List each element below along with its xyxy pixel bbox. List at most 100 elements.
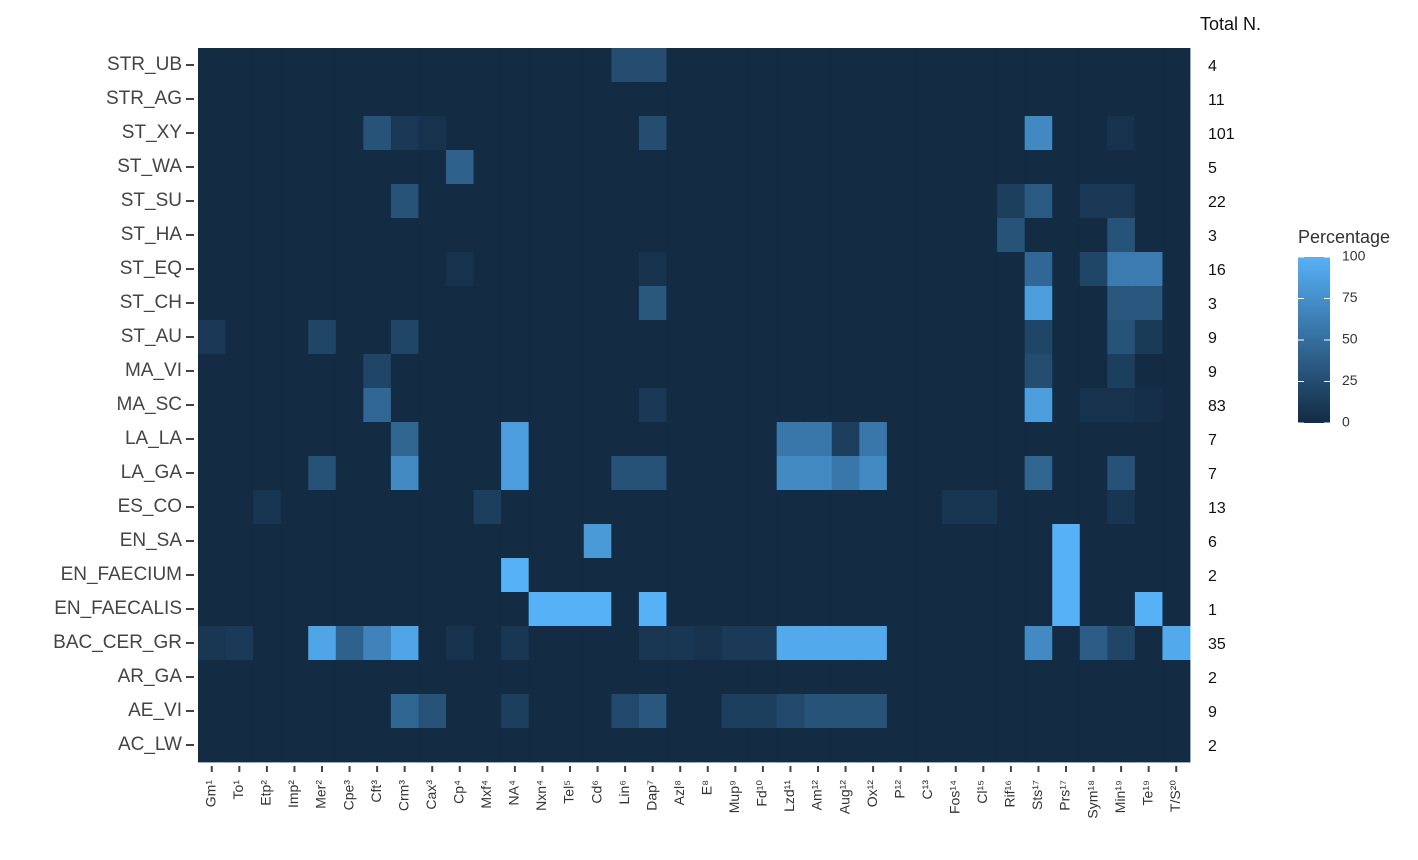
- heat-cell: [638, 626, 667, 661]
- heat-cell: [1107, 286, 1136, 321]
- heat-cell: [1107, 252, 1136, 287]
- total-n: 22: [1208, 194, 1226, 211]
- heat-cell: [446, 490, 474, 525]
- heat-cell: [804, 184, 833, 219]
- heat-cell: [831, 490, 860, 525]
- heat-cell: [501, 456, 530, 491]
- heat-cell: [997, 48, 1026, 83]
- heat-cell: [1162, 694, 1191, 729]
- heat-cell: [473, 218, 502, 253]
- heat-cell: [776, 48, 805, 83]
- heat-cell: [280, 728, 309, 763]
- heat-cell: [859, 422, 888, 457]
- heat-cell: [666, 48, 695, 83]
- heat-cell: [1107, 728, 1136, 763]
- heat-cell: [776, 524, 805, 559]
- heat-cell: [638, 490, 667, 525]
- heat-cell: [528, 422, 557, 457]
- heat-cell: [886, 116, 915, 151]
- heat-cell: [1079, 82, 1108, 117]
- heat-cell: [666, 388, 695, 423]
- heat-cell: [1052, 388, 1081, 423]
- heat-cell: [528, 82, 557, 117]
- heat-cell: [473, 456, 502, 491]
- heat-cell: [556, 728, 585, 763]
- heat-cell: [886, 456, 915, 491]
- heat-cell: [583, 558, 612, 593]
- heat-cell: [225, 422, 254, 457]
- heat-cell: [473, 150, 502, 185]
- heat-cell: [886, 320, 915, 355]
- heat-cell: [831, 558, 860, 593]
- heat-cell: [886, 184, 915, 219]
- column-label: Prs¹⁷: [1057, 780, 1073, 811]
- heat-cell: [308, 116, 337, 151]
- heat-cell: [418, 592, 447, 627]
- heat-cell: [694, 150, 722, 185]
- heat-cell: [198, 184, 226, 219]
- heat-cell: [969, 184, 998, 219]
- heat-cell: [804, 388, 833, 423]
- heat-cell: [583, 286, 612, 321]
- heat-cell: [335, 592, 364, 627]
- heat-cell: [997, 660, 1026, 695]
- heat-cell: [1162, 592, 1191, 627]
- column-label: Cax³: [423, 780, 439, 810]
- column-label: Te¹⁹: [1139, 780, 1155, 805]
- heat-cell: [804, 286, 833, 321]
- column-label: Gm¹: [202, 780, 218, 808]
- heat-cell: [556, 592, 585, 627]
- row-label: ST_EQ: [120, 258, 182, 279]
- heat-cell: [501, 150, 530, 185]
- heat-cell: [666, 82, 695, 117]
- heat-cell: [666, 252, 695, 287]
- heat-cell: [583, 48, 612, 83]
- heat-cell: [859, 320, 888, 355]
- heat-cell: [1052, 252, 1081, 287]
- heat-cell: [363, 218, 392, 253]
- heat-cell: [363, 626, 392, 661]
- heat-cell: [1162, 150, 1191, 185]
- heat-cell: [1107, 48, 1136, 83]
- heat-cell: [1107, 354, 1136, 389]
- heat-cell: [694, 660, 722, 695]
- heat-cell: [638, 48, 667, 83]
- heat-cell: [253, 592, 282, 627]
- heat-cell: [363, 116, 392, 151]
- heat-cell: [1079, 524, 1108, 559]
- heat-cell: [831, 728, 860, 763]
- heat-cell: [611, 422, 640, 457]
- heat-cell: [473, 116, 502, 151]
- heat-cell: [253, 286, 282, 321]
- heat-cell: [418, 490, 447, 525]
- heat-cell: [776, 286, 805, 321]
- heat-cell: [253, 558, 282, 593]
- heat-cell: [611, 82, 640, 117]
- column-label: Min¹⁹: [1112, 780, 1128, 813]
- heat-cell: [528, 320, 557, 355]
- heat-cell: [473, 524, 502, 559]
- heat-cell: [390, 558, 419, 593]
- heat-cell: [942, 184, 970, 219]
- heat-cell: [1162, 524, 1191, 559]
- heat-cell: [666, 218, 695, 253]
- heat-cell: [583, 184, 612, 219]
- heat-cell: [969, 218, 998, 253]
- heat-cell: [914, 184, 943, 219]
- heat-cell: [1079, 490, 1108, 525]
- heat-cell: [583, 354, 612, 389]
- heat-cell: [390, 592, 419, 627]
- heat-cell: [253, 82, 282, 117]
- heat-cell: [253, 48, 282, 83]
- heat-cell: [225, 286, 254, 321]
- heat-cell: [1052, 592, 1081, 627]
- heat-cell: [1024, 354, 1053, 389]
- heat-cell: [859, 116, 888, 151]
- heat-cell: [804, 354, 833, 389]
- heat-cell: [225, 490, 254, 525]
- heat-cell: [253, 116, 282, 151]
- heat-cell: [556, 184, 585, 219]
- heat-cell: [611, 388, 640, 423]
- heat-cell: [280, 626, 309, 661]
- heat-cell: [198, 252, 226, 287]
